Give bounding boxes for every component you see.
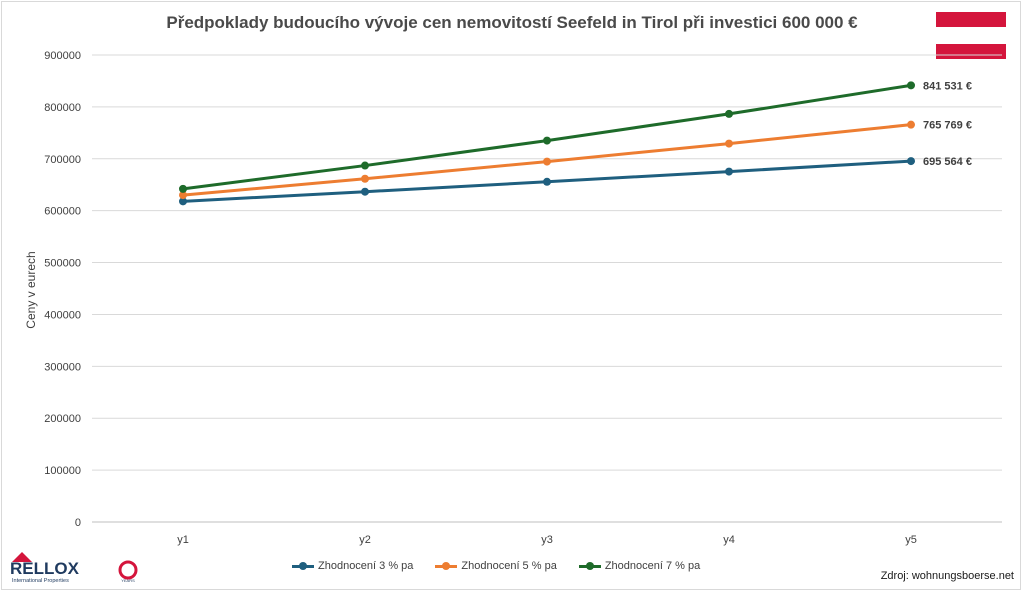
y-tick-label: 300000: [44, 361, 81, 373]
legend-label-7pct: Zhodnocení 7 % pa: [604, 560, 701, 572]
legend-label-3pct: Zhodnocení 3 % pa: [318, 560, 414, 572]
y-tick-label: 0: [75, 517, 81, 529]
source-note: Zdroj: wohnungsboerse.net: [880, 570, 1014, 582]
data-point: [361, 161, 369, 170]
y-tick-label: 200000: [44, 413, 81, 425]
y-tick-label: 700000: [44, 154, 81, 166]
data-point: [725, 167, 733, 176]
x-tick-label: y3: [541, 534, 553, 546]
data-point: [361, 174, 369, 183]
data-point: [543, 157, 551, 166]
y-axis-label: Ceny v eurech: [24, 251, 38, 328]
chart-title: Předpoklady budoucího vývoje cen nemovit…: [166, 13, 858, 32]
y-tick-label: 800000: [44, 102, 81, 114]
x-tick-label: y2: [359, 534, 371, 546]
series-group: [179, 81, 915, 206]
y-axis-ticks: 0 100000 200000 300000 400000 500000 600000 700…: [44, 50, 81, 529]
svg-text:International Properties: International Properties: [12, 578, 69, 584]
legend-swatch-7pct: [578, 561, 601, 570]
x-axis-ticks: y1 y2 y3 y4 y5: [177, 534, 917, 546]
rellox-logo: RELLOX International Properties YEARS: [10, 552, 138, 584]
svg-text:RELLOX: RELLOX: [10, 559, 80, 578]
y-tick-label: 500000: [44, 258, 81, 270]
y-tick-label: 900000: [44, 50, 81, 62]
data-point: [907, 81, 915, 90]
x-tick-label: y1: [177, 534, 189, 546]
data-point: [907, 157, 915, 166]
y-tick-label: 600000: [44, 206, 81, 218]
data-point: [179, 197, 187, 206]
legend-item-7pct[interactable]: Zhodnocení 7 % pa: [578, 560, 701, 572]
legend-swatch-3pct: [292, 561, 314, 570]
legend-label-5pct: Zhodnocení 5 % pa: [461, 560, 557, 572]
end-labels: 695 564 € 765 769 € 841 531 €: [923, 80, 972, 168]
data-point: [725, 139, 733, 148]
end-value-label: 695 564 €: [923, 156, 972, 168]
data-point: [543, 177, 551, 186]
end-value-label: 765 769 €: [923, 120, 972, 132]
data-point: [179, 191, 187, 200]
x-tick-label: y4: [723, 534, 735, 546]
austria-flag-top-stripe: [936, 12, 1006, 27]
data-point: [907, 120, 915, 129]
legend: Zhodnocení 3 % pa Zhodnocení 5 % pa Zhod…: [292, 560, 700, 572]
legend-item-3pct[interactable]: Zhodnocení 3 % pa: [292, 560, 413, 572]
data-point: [543, 136, 551, 145]
data-point: [361, 187, 369, 196]
y-tick-label: 100000: [44, 465, 81, 477]
grid-lines: [92, 54, 1002, 523]
y-tick-label: 400000: [44, 309, 81, 321]
end-value-label: 841 531 €: [923, 80, 972, 92]
data-point: [179, 184, 187, 193]
legend-swatch-5pct: [435, 561, 458, 570]
data-point: [725, 109, 733, 118]
svg-text:YEARS: YEARS: [121, 578, 135, 583]
legend-item-5pct[interactable]: Zhodnocení 5 % pa: [435, 560, 557, 572]
x-tick-label: y5: [905, 534, 917, 546]
